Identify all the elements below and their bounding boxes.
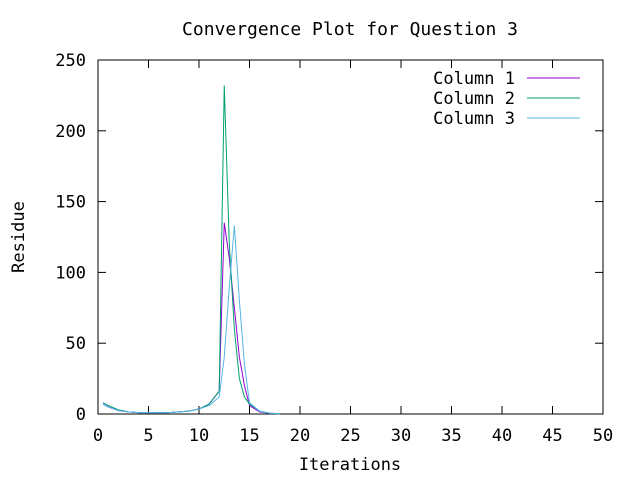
ticks-group: 0 5 10 15 20 25 30 35 40 45 50 0 50 100 150 200 250	[55, 51, 613, 446]
x-tick-label: 5	[143, 426, 153, 446]
y-tick-label: 150	[55, 193, 86, 213]
y-tick-label: 50	[66, 334, 86, 354]
legend-label-2: Column 2	[433, 89, 515, 109]
x-axis-label: Iterations	[299, 455, 401, 475]
series-group	[102, 85, 280, 415]
chart-title: Convergence Plot for Question 3	[182, 19, 518, 40]
x-tick-label: 0	[93, 426, 103, 446]
legend-label-3: Column 3	[433, 109, 515, 129]
x-tick-label: 10	[189, 426, 209, 446]
x-tick-label: 40	[492, 426, 512, 446]
x-tick-label: 35	[441, 426, 461, 446]
y-tick-label: 250	[55, 51, 86, 71]
x-tick-label: 50	[593, 426, 613, 446]
x-tick-label: 20	[290, 426, 310, 446]
y-tick-label: 100	[55, 263, 86, 283]
series-line-3	[102, 225, 280, 415]
x-tick-label: 15	[239, 426, 259, 446]
y-axis-label: Residue	[9, 201, 29, 273]
series-line-2	[102, 85, 280, 415]
y-tick-label: 200	[55, 122, 86, 142]
plot-frame	[97, 59, 604, 415]
y-tick-label: 0	[76, 405, 86, 425]
x-tick-label: 30	[391, 426, 411, 446]
x-tick-label: 45	[542, 426, 562, 446]
legend-label-1: Column 1	[433, 69, 515, 89]
x-tick-label: 25	[340, 426, 360, 446]
series-line-1	[102, 222, 280, 415]
